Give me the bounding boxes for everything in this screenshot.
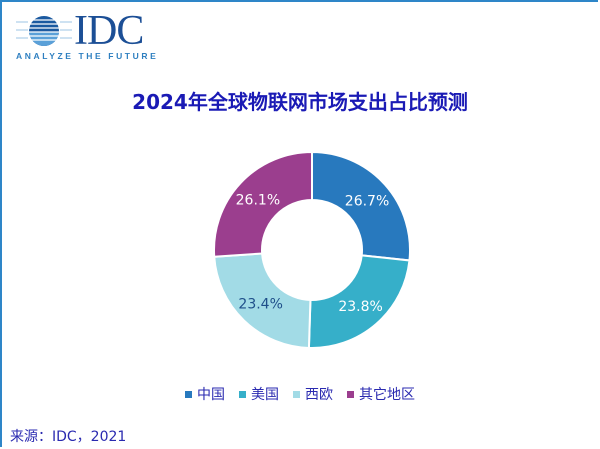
data-label-usa: 23.8% [338, 299, 382, 315]
legend-label: 其它地区 [359, 387, 415, 403]
legend-label: 中国 [197, 387, 225, 403]
legend-label: 美国 [251, 387, 279, 403]
donut-slice-western-europe [213, 252, 312, 349]
idc-logo-text: IDC [74, 8, 144, 54]
legend-item-china: 中国 [185, 384, 225, 404]
data-label-china: 26.7% [345, 194, 389, 210]
chart-title: 2024年全球物联网市场支出占比预测 [132, 90, 468, 114]
source-note: 来源：IDC，2021 [10, 429, 127, 445]
legend-swatch [185, 390, 192, 398]
data-label-western-europe: 23.4% [238, 296, 282, 312]
legend-swatch [347, 390, 354, 398]
donut-slice-usa [307, 254, 411, 349]
logo-tagline: ANALYZE THE FUTURE [16, 51, 159, 61]
idc-globe-logo-icon [16, 16, 72, 46]
donut-slice-china [311, 150, 411, 262]
legend-swatch [239, 390, 246, 398]
legend-item-western-europe: 西欧 [293, 384, 333, 404]
legend-item-other-regions: 其它地区 [347, 384, 415, 404]
legend-item-usa: 美国 [239, 384, 279, 404]
chart-legend: 中国 美国 西欧 其它地区 [0, 384, 600, 404]
donut-slice-other-regions [213, 150, 313, 258]
data-label-other-regions: 26.1% [236, 193, 280, 209]
legend-label: 西欧 [305, 387, 333, 403]
legend-swatch [293, 390, 300, 398]
